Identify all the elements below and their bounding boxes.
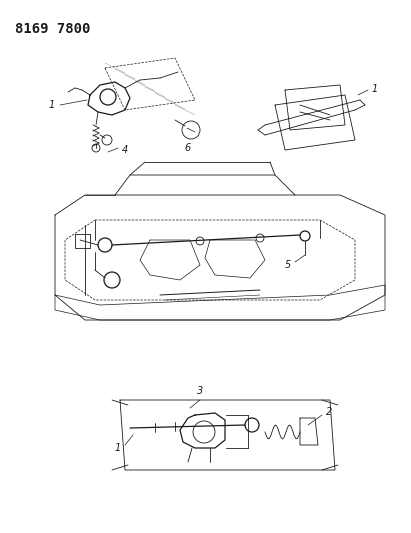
Text: 1: 1 — [49, 100, 55, 110]
Text: 4: 4 — [122, 145, 128, 155]
Text: 1: 1 — [115, 443, 121, 453]
Text: 8169 7800: 8169 7800 — [15, 22, 90, 36]
Text: 6: 6 — [185, 143, 191, 153]
Text: 2: 2 — [326, 407, 332, 417]
Text: 1: 1 — [372, 84, 378, 94]
Text: 3: 3 — [197, 386, 203, 396]
Text: 5: 5 — [285, 260, 291, 270]
